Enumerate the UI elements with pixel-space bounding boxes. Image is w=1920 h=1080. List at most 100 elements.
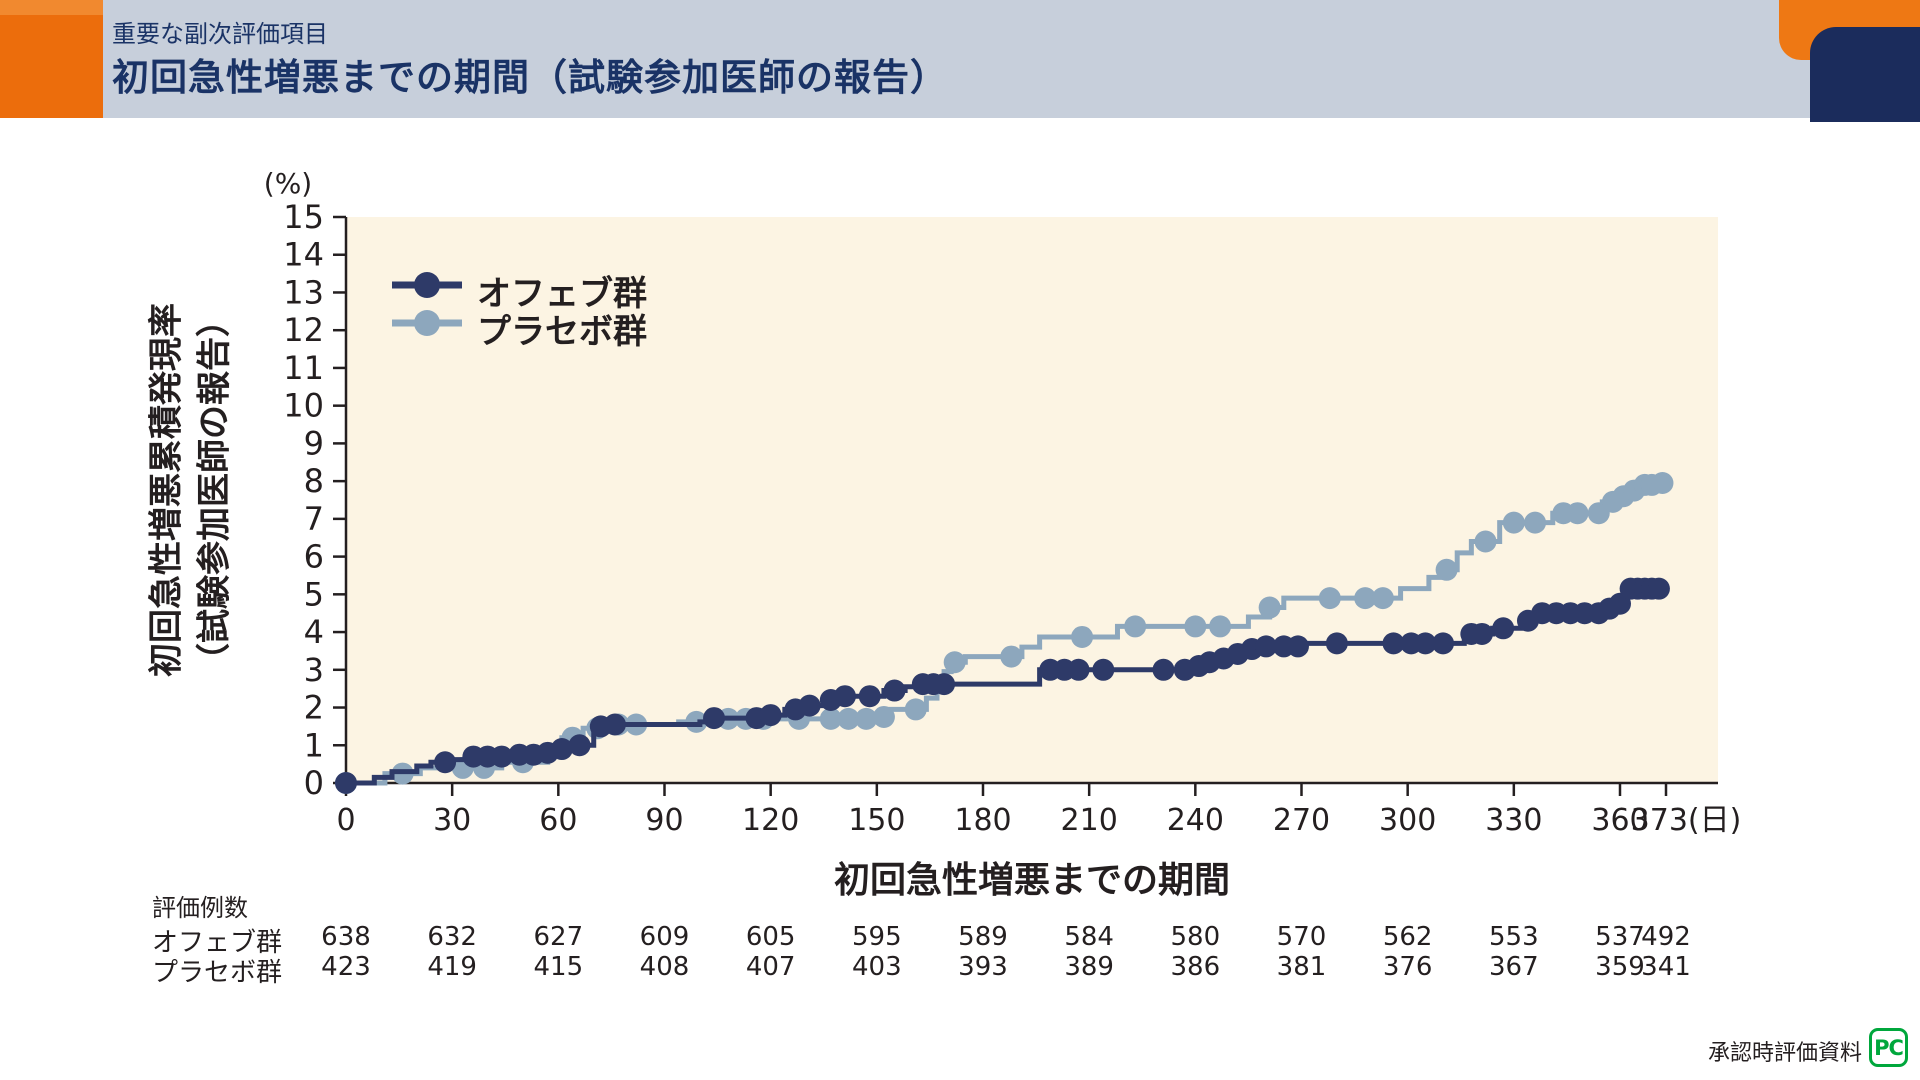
- censor-mark: [1502, 511, 1525, 534]
- censor-mark: [703, 707, 726, 730]
- y-tick-label: 14: [283, 236, 324, 274]
- risk-count: 595: [852, 922, 902, 952]
- censor-mark: [858, 685, 881, 708]
- risk-count: 403: [852, 952, 902, 982]
- x-tick-label: 90: [645, 803, 683, 838]
- y-tick-label: 3: [304, 651, 324, 689]
- y-tick-label: 2: [304, 689, 324, 727]
- risk-count: 381: [1276, 952, 1327, 982]
- censor-mark: [1325, 632, 1348, 655]
- censor-mark: [1258, 596, 1281, 619]
- censor-mark: [943, 651, 966, 674]
- y-tick-label: 11: [283, 349, 324, 387]
- censor-mark: [872, 705, 895, 728]
- censor-mark: [603, 713, 626, 736]
- censor-mark: [1255, 635, 1278, 658]
- censor-mark: [1435, 558, 1458, 581]
- x-tick-label: 150: [848, 803, 905, 838]
- y-tick-label: 6: [304, 538, 324, 576]
- risk-count: 419: [427, 952, 477, 982]
- x-axis-title: 初回急性増悪までの期間: [833, 860, 1230, 901]
- risk-table-heading: 評価例数: [152, 894, 248, 922]
- y-tick-label: 1: [304, 726, 324, 764]
- censor-mark: [933, 673, 956, 696]
- risk-count: 605: [745, 922, 796, 952]
- x-tick-label: 60: [539, 803, 577, 838]
- page-title: 初回急性増悪までの期間（試験参加医師の報告）: [112, 56, 948, 99]
- x-tick-label: 0: [336, 803, 355, 838]
- x-tick-label: 300: [1379, 803, 1436, 838]
- censor-mark: [1414, 632, 1437, 655]
- censor-mark: [883, 679, 906, 702]
- y-tick-label: 15: [283, 198, 324, 236]
- censor-mark: [1382, 632, 1405, 655]
- censor-mark: [434, 751, 457, 774]
- header-orange-block: [0, 0, 103, 118]
- risk-count: 627: [533, 922, 584, 952]
- y-axis-title: 初回急性増悪累積発現率 （試験参加医師の報告）: [143, 303, 240, 677]
- legend-label-ofev: オフェブ群: [477, 274, 647, 314]
- x-tick-label: 373(日): [1631, 803, 1742, 838]
- risk-row-label-placebo: プラセボ群: [152, 958, 283, 988]
- censor-mark: [1209, 615, 1232, 638]
- censor-mark: [1432, 632, 1455, 655]
- censor-mark: [1524, 511, 1547, 534]
- header-corner-navy-tab: [1810, 27, 1920, 122]
- y-axis-title-line1: 初回急性増悪累積発現率: [146, 303, 187, 677]
- censor-mark: [1067, 658, 1090, 681]
- risk-count: 407: [745, 952, 796, 982]
- legend-marker-dot: [414, 272, 440, 298]
- source-note: 承認時評価資料: [1707, 1041, 1862, 1066]
- censor-mark: [1651, 472, 1674, 495]
- y-tick-label: 12: [283, 311, 324, 349]
- censor-mark: [1071, 625, 1094, 648]
- header-band: [0, 0, 1920, 118]
- risk-count: 492: [1641, 922, 1691, 952]
- censor-mark: [1647, 577, 1670, 600]
- censor-mark: [819, 707, 842, 730]
- risk-count: 415: [533, 952, 584, 982]
- risk-row-label-ofev: オフェブ群: [152, 928, 283, 958]
- risk-count: 537: [1595, 922, 1645, 952]
- censor-mark: [1566, 502, 1589, 525]
- censor-mark: [833, 685, 856, 708]
- risk-count: 570: [1276, 922, 1327, 952]
- series-curve-1: [346, 480, 1666, 786]
- x-tick-label: 180: [954, 803, 1011, 838]
- censor-mark: [1318, 587, 1341, 610]
- risk-count: 393: [958, 952, 1008, 982]
- x-tick-label: 120: [742, 803, 799, 838]
- y-tick-label: 8: [304, 462, 324, 500]
- censor-mark: [759, 704, 782, 727]
- y-tick-label: 7: [304, 500, 324, 538]
- y-tick-label: 5: [304, 575, 324, 613]
- censor-mark: [550, 738, 573, 761]
- x-tick-label: 240: [1167, 803, 1224, 838]
- y-tick-label: 0: [304, 764, 324, 802]
- censor-mark: [1492, 617, 1515, 640]
- censor-mark: [1000, 645, 1023, 668]
- censor-mark: [1184, 615, 1207, 638]
- risk-count: 408: [639, 952, 690, 982]
- censor-mark: [837, 707, 860, 730]
- y-axis-title-line2: （試験参加医師の報告）: [195, 303, 235, 677]
- risk-count: 589: [958, 922, 1008, 952]
- x-tick-label: 360: [1591, 803, 1648, 838]
- risk-count: 638: [321, 922, 371, 952]
- risk-count: 632: [427, 922, 477, 952]
- x-tick-label: 330: [1485, 803, 1542, 838]
- censor-mark: [568, 734, 591, 757]
- risk-count: 386: [1170, 952, 1221, 982]
- risk-count: 553: [1489, 922, 1539, 952]
- censor-mark: [1092, 658, 1115, 681]
- risk-count: 584: [1064, 922, 1114, 952]
- censor-mark: [1474, 530, 1497, 553]
- header-eyebrow: 重要な副次評価項目: [112, 20, 328, 48]
- plot-background: [346, 217, 1718, 783]
- y-axis-unit-label: (%): [263, 167, 313, 200]
- y-tick-label: 10: [283, 387, 324, 425]
- x-tick-label: 270: [1273, 803, 1330, 838]
- censor-mark: [855, 707, 878, 730]
